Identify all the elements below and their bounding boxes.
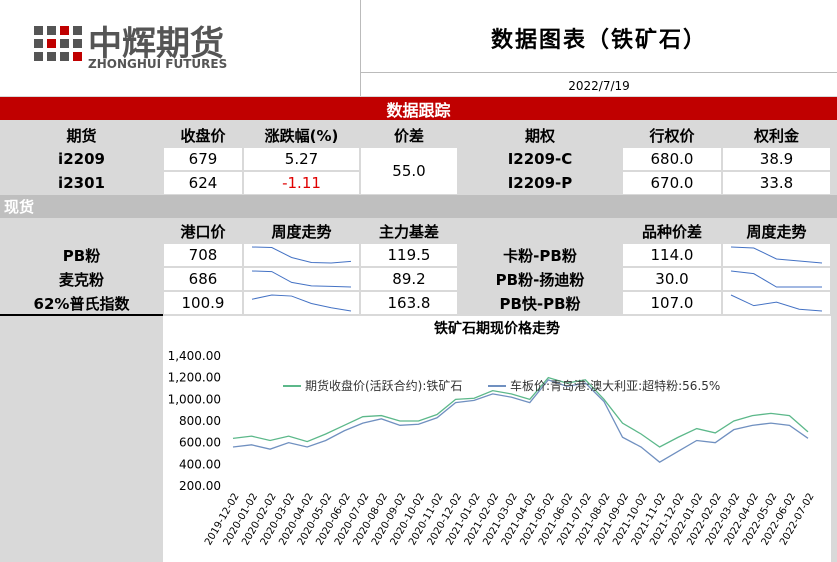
chart-title: 铁矿石期现价格走势: [434, 320, 560, 337]
column-header: 涨跌幅(%): [264, 127, 339, 145]
column-header: 权利金: [753, 127, 799, 145]
spread-value: 30.0: [623, 268, 721, 290]
change-pct: 5.27: [244, 148, 359, 170]
y-tick-label: 1,200.00: [168, 371, 221, 385]
strike-price: 680.0: [623, 148, 721, 170]
contract: i2209: [58, 150, 105, 168]
spread-name: PB粉-扬迪粉: [495, 270, 585, 289]
port-price: 686: [164, 268, 242, 290]
y-tick-label: 400.00: [179, 457, 221, 471]
product-name: 麦克粉: [58, 270, 104, 289]
sparkline: [730, 294, 823, 312]
column-header: 港口价: [180, 223, 226, 241]
sparkline: [730, 246, 823, 264]
product-name: 62%普氏指数: [33, 294, 130, 313]
logo-sub: ZHONGHUI FUTURES: [88, 57, 228, 71]
y-tick-label: 800.00: [179, 414, 221, 428]
column-header: 价差: [393, 127, 424, 145]
column-header: 收盘价: [180, 127, 226, 145]
spread-name: PB快-PB粉: [499, 294, 581, 313]
sparkline-cell: [723, 244, 830, 266]
column-header: 周度走势: [746, 223, 807, 241]
basis: 163.8: [361, 292, 457, 314]
series-line: [232, 376, 809, 448]
basis: 89.2: [361, 268, 457, 290]
product-name: PB粉: [62, 246, 101, 265]
spread-name: 卡粉-PB粉: [503, 246, 577, 265]
column-header: 周度走势: [271, 223, 332, 241]
sparkline: [251, 270, 352, 288]
y-tick-label: 1,400.00: [168, 349, 221, 363]
column-header: 品种价差: [641, 223, 702, 241]
header-divider: [360, 0, 361, 96]
logo-icon: [34, 26, 82, 61]
sparkline-cell: [244, 292, 359, 314]
sparkline: [251, 246, 352, 264]
strike-price: 670.0: [623, 172, 721, 194]
chart: 铁矿石期现价格走势 200.00 400.00 600.00 800.00 1,000.…: [163, 316, 831, 562]
spread-value: 107.0: [623, 292, 721, 314]
sparkline-line: [730, 294, 823, 312]
sparkline-line: [251, 294, 352, 312]
section-bar: 数据跟踪: [0, 97, 837, 120]
option: I2209-P: [507, 174, 573, 192]
page-title: 数据图表（铁矿石）: [490, 28, 707, 53]
column-header: 行权价: [649, 127, 695, 145]
sparkline-line: [730, 246, 823, 264]
port-price: 708: [164, 244, 242, 266]
y-tick-label: 1,000.00: [168, 392, 221, 406]
contract: i2301: [58, 174, 105, 192]
column-header: 期货: [66, 127, 97, 145]
sparkline-cell: [723, 268, 830, 290]
section-bar: 现货: [0, 195, 837, 218]
sparkline-cell: [244, 268, 359, 290]
column-header: 主力基差: [378, 223, 439, 241]
spread-value: 114.0: [623, 244, 721, 266]
sparkline-cell: [723, 292, 830, 314]
logo-name: 中辉期货: [88, 23, 224, 64]
sparkline: [251, 294, 352, 312]
premium: 38.9: [723, 148, 830, 170]
y-tick-label: 600.00: [179, 436, 221, 450]
sparkline-cell: [244, 244, 359, 266]
port-price: 100.9: [164, 292, 242, 314]
header-bg: [0, 0, 837, 96]
spread: 55.0: [361, 148, 457, 194]
date: 2022/7/19: [568, 79, 630, 93]
sparkline-line: [251, 270, 352, 288]
option: I2209-C: [507, 150, 573, 168]
sparkline-line: [251, 246, 352, 264]
legend-label: 期货收盘价(活跃合约):铁矿石: [305, 378, 462, 393]
y-tick-label: 200.00: [179, 479, 221, 493]
basis: 119.5: [361, 244, 457, 266]
sparkline: [730, 270, 822, 288]
change-pct: -1.11: [244, 172, 359, 194]
header-rule: [361, 72, 837, 73]
series-line: [232, 379, 809, 463]
close-price: 624: [164, 172, 242, 194]
sparkline-line: [730, 270, 822, 288]
premium: 33.8: [723, 172, 830, 194]
row-rule: [0, 314, 163, 316]
close-price: 679: [164, 148, 242, 170]
legend-label: 车板价:青岛港:澳大利亚:超特粉:56.5%: [510, 378, 720, 393]
column-header: 期权: [524, 127, 555, 145]
